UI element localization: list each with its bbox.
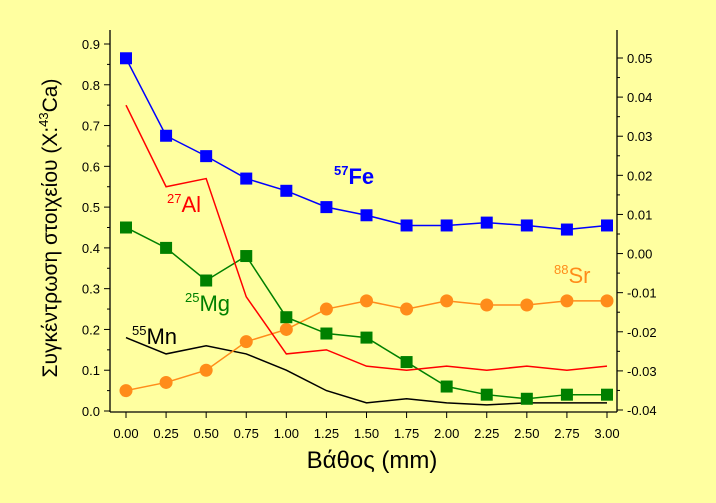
data-point [480,298,494,312]
x-tick-label: 0.50 [194,426,219,441]
y-tick-label: 0.6 [82,159,100,174]
data-point [520,298,534,312]
data-point [520,219,533,232]
series-line-al [125,104,608,371]
series-fe [120,52,613,236]
y2-tick-label: 0.01 [627,207,652,222]
series-label-sr: 88Sr [554,262,590,288]
x-tick-label: 2.50 [514,426,539,441]
data-point [119,384,133,398]
y-tick-label: 0.7 [82,119,100,134]
y2-tick-label: 0.02 [627,168,652,183]
y-tick-label: 0.9 [82,37,100,52]
series-label-fe: 57Fe [334,163,374,189]
y-tick-label: 0.2 [82,322,100,337]
data-point [360,331,373,344]
data-point [240,172,253,185]
data-point [240,250,253,263]
y-tick-label: 0.0 [82,404,100,419]
series-label-mg: 25Mg [185,290,230,316]
data-point [440,380,453,393]
data-point [120,52,132,65]
data-point [159,375,173,389]
data-point [600,294,614,308]
y-tick-label: 0.4 [82,241,100,256]
y2-tick-label: -0.04 [627,403,657,418]
data-point [160,241,173,254]
data-point [280,184,293,197]
x-tick-label: 0.25 [153,426,178,441]
data-point [280,311,293,324]
y2-tick-label: -0.01 [627,286,657,301]
x-tick-label: 1.75 [394,426,419,441]
data-point [120,221,132,234]
data-point [360,294,373,308]
x-tick-label: 0.75 [234,426,259,441]
series-label-mn: 55Mn [132,323,177,349]
data-point [520,392,533,405]
x-tick-label: 2.00 [434,426,459,441]
data-point [440,294,454,308]
data-point [360,209,373,222]
data-point [601,388,613,401]
y-tick-label: 0.3 [82,282,100,297]
data-point [440,219,453,232]
y2-tick-label: 0.00 [627,247,652,262]
x-tick-label: 1.00 [274,426,299,441]
data-point [601,219,613,232]
data-point [160,129,173,142]
x-tick-label: 1.50 [354,426,379,441]
x-tick-label: 0.00 [113,426,138,441]
series-mn [125,336,607,406]
data-point [200,150,213,163]
y-tick-label: 0.5 [82,200,100,215]
series-al [125,104,608,371]
series-line-mn [125,336,607,406]
y-tick-label: 0.8 [82,78,100,93]
data-point [239,335,253,349]
data-point [480,216,493,229]
data-point [560,223,573,236]
y-tick-label: 0.1 [82,363,100,378]
data-point [560,388,573,401]
y2-tick-label: 0.04 [627,90,652,105]
series-label-al: 27Al [167,191,201,217]
x-tick-label: 2.75 [554,426,579,441]
data-point [400,302,414,316]
series-sr [119,294,614,398]
data-point [319,302,333,316]
x-tick-label: 1.25 [314,426,339,441]
data-point [199,363,213,377]
data-point [279,322,293,336]
y2-tick-label: -0.02 [627,325,657,340]
x-axis-label: Βάθος (mm) [307,447,438,474]
series-labels: 57Fe 27Al 25Mg 88Sr 55Mn [132,163,590,349]
data-point [320,327,333,340]
data-point [320,201,333,214]
y-axis-label: Συγκέντρωση στοιχείου (X:43Ca) [36,79,62,378]
data-point [200,274,213,287]
x-tick-label: 2.25 [474,426,499,441]
y2-tick-label: 0.03 [627,129,652,144]
data-point [480,388,493,401]
data-point [400,356,413,369]
series-layer [119,52,614,406]
x-tick-label: 3.00 [594,426,619,441]
axes: 0.0 0.1 0.2 0.3 0.4 0.5 0.6 0.7 0.8 0.9 -0.04 -0.03… [82,30,657,441]
series-line-sr [125,300,607,392]
series-mg [120,221,613,405]
data-point [560,294,574,308]
y2-tick-label: 0.05 [627,51,652,66]
y2-tick-label: -0.03 [627,364,657,379]
data-point [400,219,413,232]
